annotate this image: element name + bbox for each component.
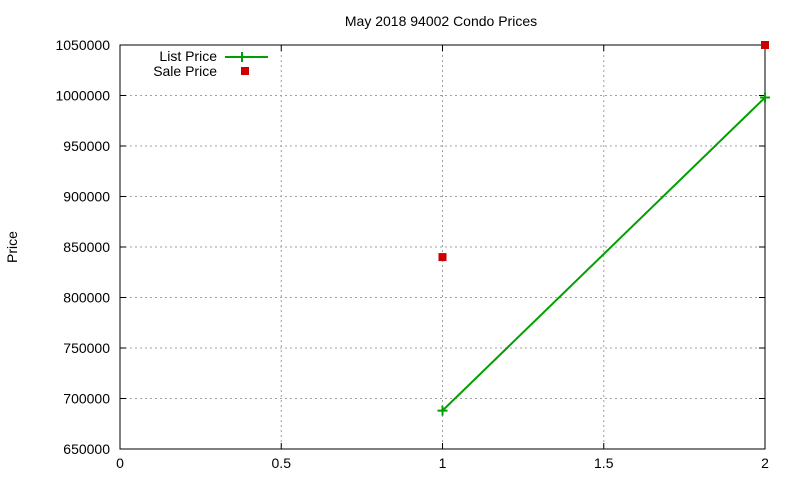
data-series [437,41,770,416]
legend-label-sale-price: Sale Price [153,63,217,79]
x-tick-label: 1 [439,455,447,471]
square-marker-icon [241,67,249,75]
legend-label-list-price: List Price [159,48,217,64]
y-tick-label: 750000 [63,340,110,356]
grid-lines [120,45,765,449]
square-marker-icon [438,253,447,262]
plus-marker-icon [237,52,247,62]
x-tick-label: 2 [761,455,769,471]
y-tick-label: 950000 [63,138,110,154]
y-tick-label: 800000 [63,290,110,306]
y-tick-label: 850000 [63,239,110,255]
plus-marker-icon [437,405,448,416]
y-tick-label: 700000 [63,391,110,407]
legend: List Price Sale Price [153,48,268,79]
series-line [441,96,766,412]
y-tick-label: 650000 [63,441,110,457]
y-tick-label: 900000 [63,189,110,205]
x-tick-label: 0.5 [272,455,292,471]
y-tick-label: 1000000 [55,88,110,104]
y-tick-label: 1050000 [55,37,110,53]
plus-marker-icon [760,92,770,103]
axis-ticks: 650000 700000 750000 800000 850000 900000 9500… [55,37,769,471]
chart-title: May 2018 94002 Condo Prices [345,13,537,29]
y-axis-label: Price [4,231,20,263]
plot-border [119,44,766,450]
x-tick-label: 1.5 [594,455,614,471]
x-tick-label: 0 [116,455,124,471]
square-marker-icon [761,41,769,49]
